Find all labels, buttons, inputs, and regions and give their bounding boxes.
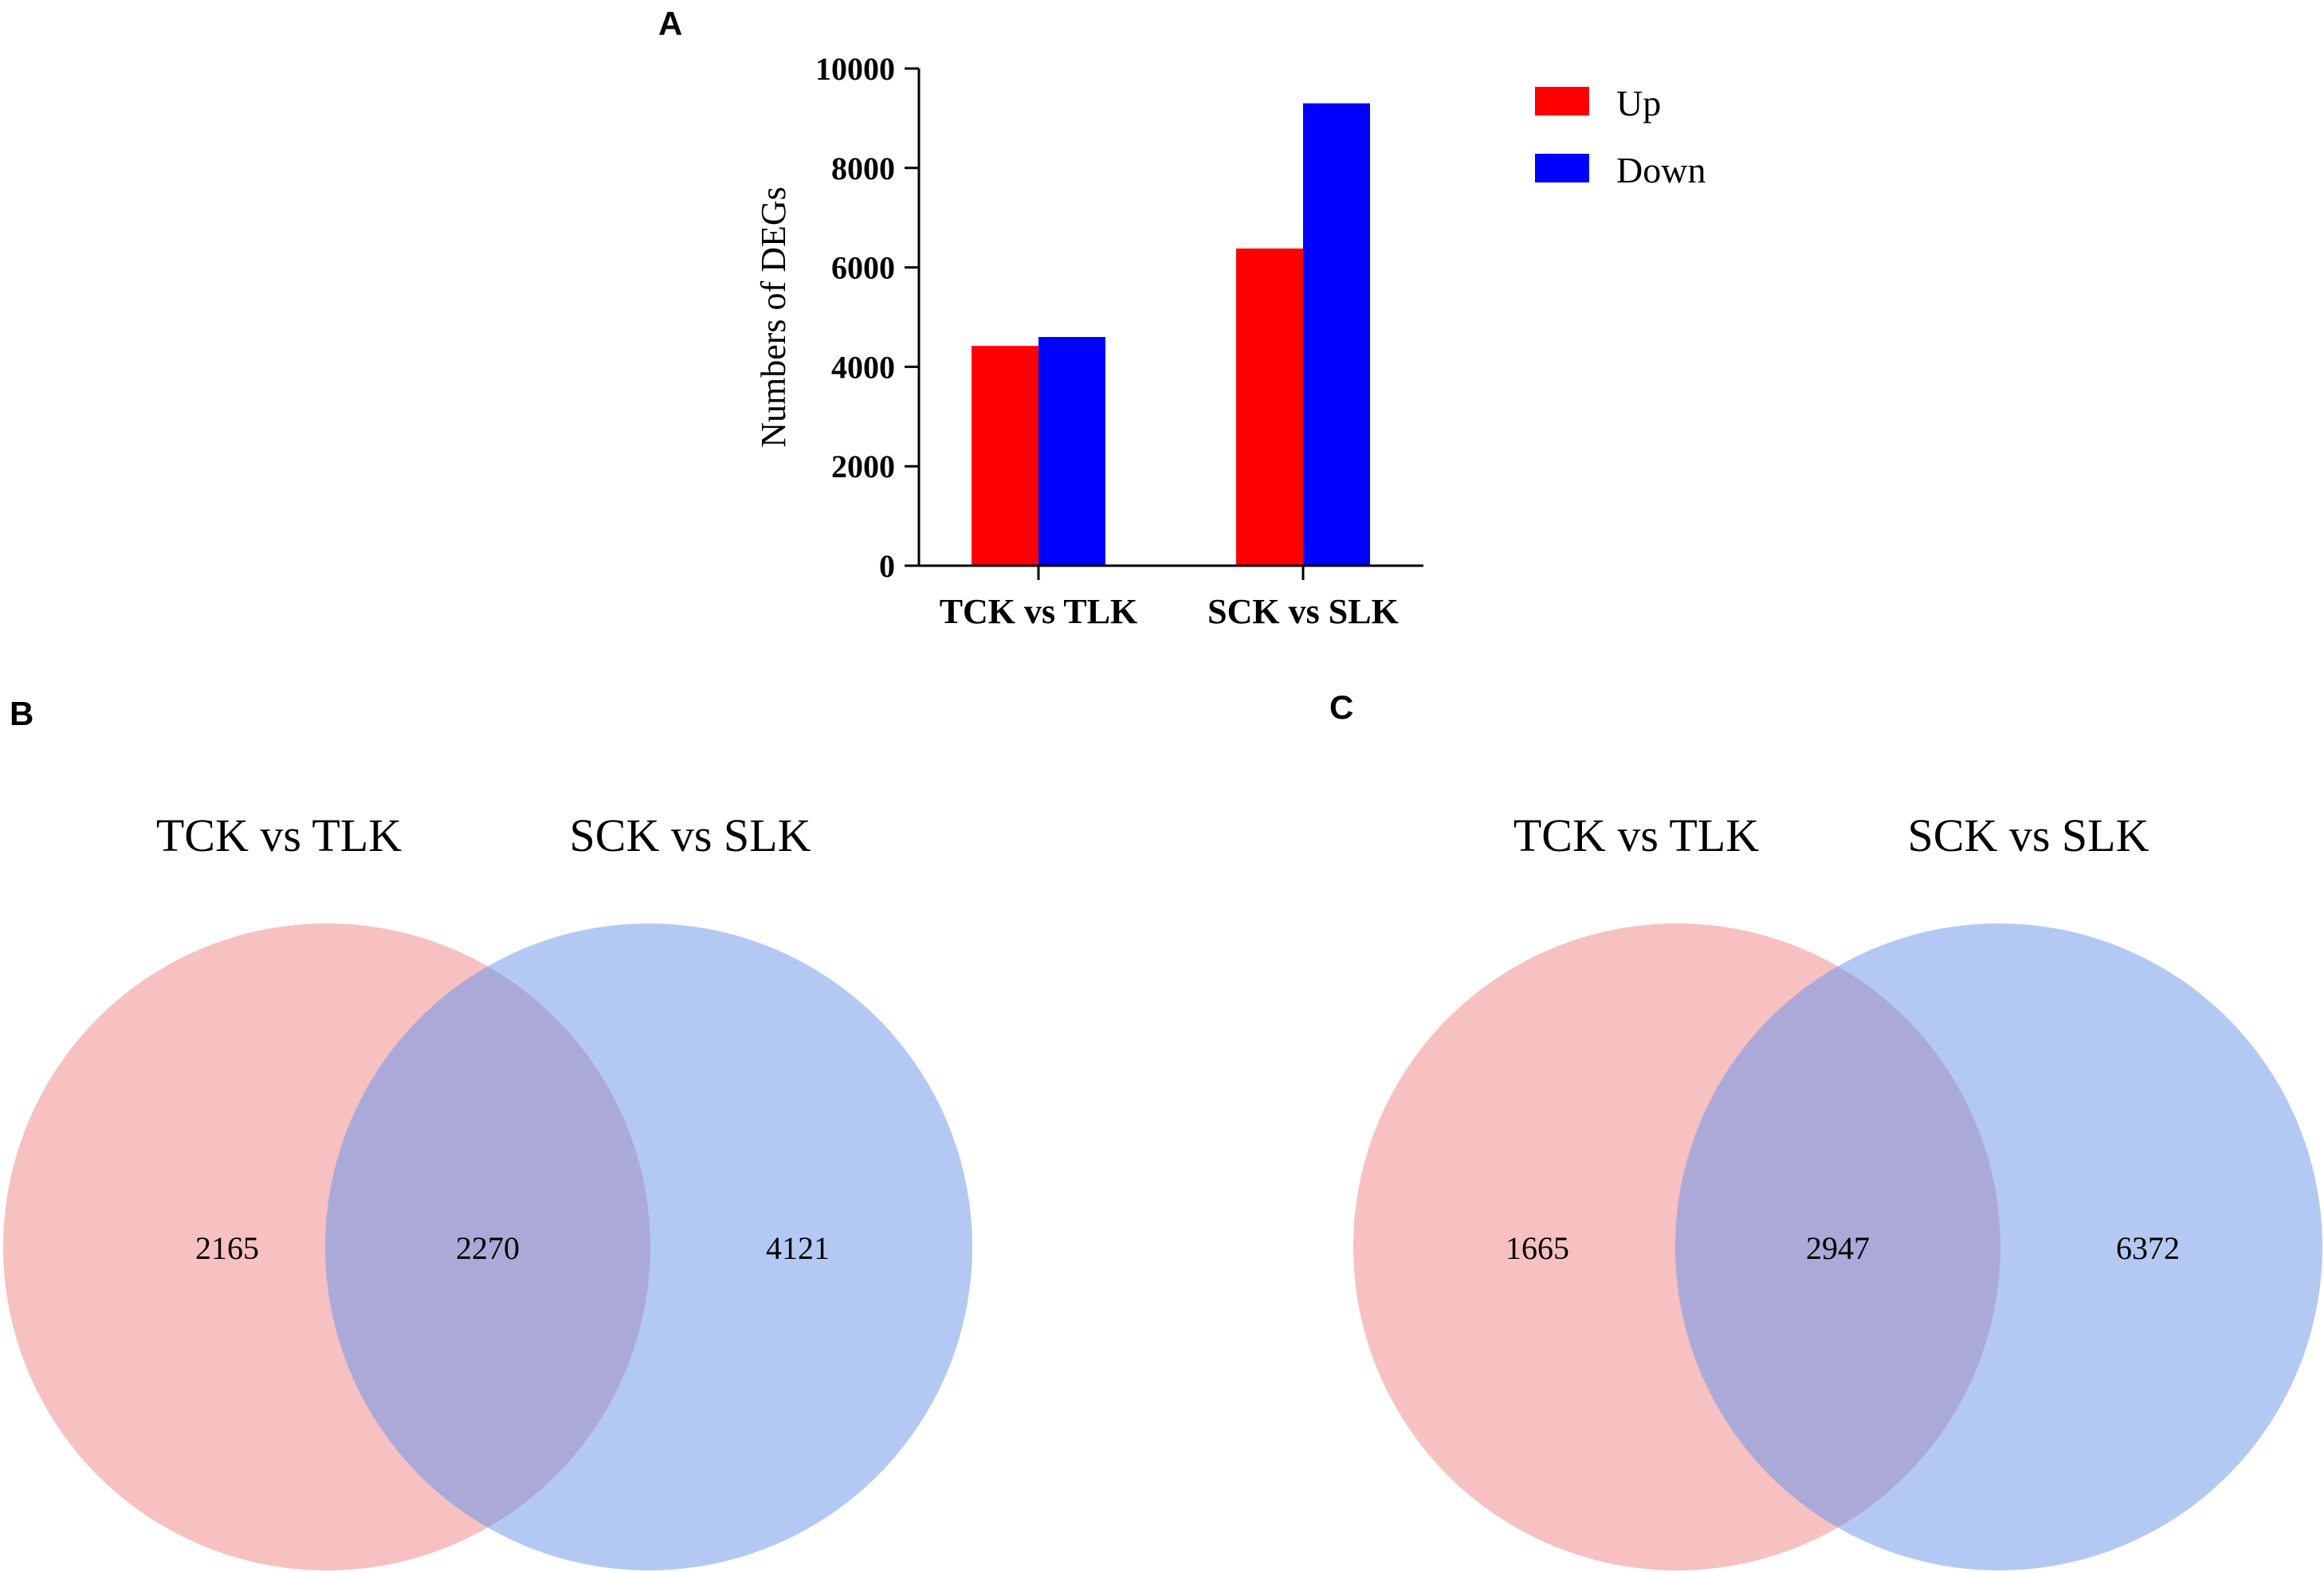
y-tick-label: 8000 (831, 151, 895, 186)
bar-down-1 (1038, 336, 1105, 566)
venn-b-set-right-title: SCK vs SLK (570, 810, 811, 861)
x-tick-label: SCK vs SLK (1207, 592, 1399, 631)
venn-b-count-both: 2270 (456, 1230, 520, 1266)
y-tick-label: 6000 (831, 250, 895, 286)
venn-c-set-left-title: TCK vs TLK (1513, 810, 1759, 861)
legend-swatch-up (1535, 87, 1589, 116)
panel-label-a: A (658, 5, 682, 42)
x-tick-label: TCK vs TLK (940, 592, 1138, 631)
venn-c-count-both: 2947 (1806, 1230, 1870, 1266)
y-tick-label: 2000 (831, 449, 895, 484)
x-ticks: TCK vs TLK SCK vs SLK (940, 566, 1399, 631)
bar-chart: 0 2000 4000 6000 8000 10000 TCK vs TLK SCK vs … (754, 51, 1706, 631)
panel-label-b: B (10, 695, 33, 732)
venn-b-count-right: 4121 (766, 1230, 830, 1266)
legend-swatch-down (1535, 154, 1589, 182)
y-ticks: 0 2000 4000 6000 8000 10000 (815, 51, 919, 584)
bar-up-1 (972, 346, 1038, 566)
venn-c-count-left: 1665 (1505, 1230, 1569, 1266)
y-tick-label: 0 (879, 548, 895, 584)
legend: Up Down (1535, 83, 1706, 190)
bar-up-2 (1236, 248, 1303, 566)
y-tick-label: 4000 (831, 349, 895, 385)
panel-b: B TCK vs TLK SCK vs SLK 2165 2270 4121 (3, 695, 972, 1570)
y-axis-title: Numbers of DEGs (754, 186, 793, 448)
bar-down-2 (1303, 103, 1370, 566)
legend-label-down: Down (1616, 150, 1706, 190)
y-tick-label: 10000 (815, 51, 895, 87)
venn-b-overlap (325, 923, 650, 1570)
venn-c-set-right-title: SCK vs SLK (1908, 810, 2149, 861)
venn-c-count-right: 6372 (2116, 1230, 2180, 1266)
panel-label-c: C (1329, 688, 1353, 726)
venn-b-set-left-title: TCK vs TLK (156, 810, 402, 861)
venn-c-overlap (1675, 923, 2000, 1570)
panel-c: C TCK vs TLK SCK vs SLK 1665 2947 6372 (1329, 688, 2322, 1570)
bars (972, 103, 1370, 566)
venn-b-count-left: 2165 (195, 1230, 259, 1266)
legend-label-up: Up (1616, 83, 1661, 123)
panel-a: A 0 2000 4000 6000 8000 10000 TCK vs TLK SCK v… (658, 5, 1706, 631)
